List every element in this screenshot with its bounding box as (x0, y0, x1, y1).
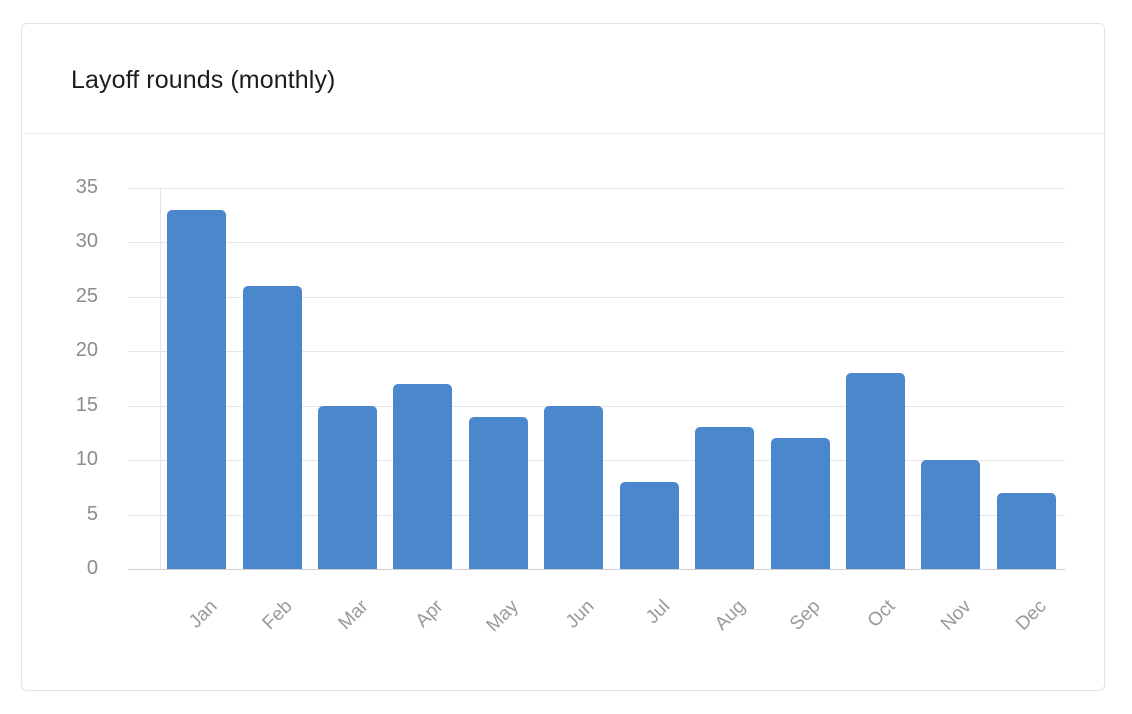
bar-jan[interactable] (167, 210, 226, 569)
bar-nov[interactable] (921, 460, 980, 569)
card-header: Layoff rounds (monthly) (22, 24, 1104, 134)
y-tick-label: 20 (75, 339, 98, 361)
bar-mar[interactable] (318, 406, 377, 569)
gridline (128, 188, 1065, 189)
y-tick-label: 15 (75, 394, 98, 416)
bar-jun[interactable] (544, 406, 603, 569)
y-tick-label: 5 (86, 503, 98, 525)
bar-aug[interactable] (695, 427, 754, 569)
bar-sep[interactable] (771, 438, 830, 569)
gridline (128, 297, 1065, 298)
y-tick-label: 10 (75, 448, 98, 470)
bar-feb[interactable] (243, 286, 302, 569)
y-axis-line (160, 188, 161, 569)
bar-dec[interactable] (997, 493, 1056, 569)
bar-apr[interactable] (393, 384, 452, 569)
bar-jul[interactable] (620, 482, 679, 569)
bar-oct[interactable] (846, 373, 905, 569)
x-axis-line (128, 569, 1065, 570)
y-tick-label: 35 (75, 176, 98, 198)
chart-title: Layoff rounds (monthly) (71, 66, 336, 94)
y-tick-label: 0 (86, 557, 98, 579)
y-tick-label: 25 (75, 285, 98, 307)
bar-may[interactable] (469, 417, 528, 569)
gridline (128, 242, 1065, 243)
gridline (128, 351, 1065, 352)
y-tick-label: 30 (75, 230, 98, 252)
